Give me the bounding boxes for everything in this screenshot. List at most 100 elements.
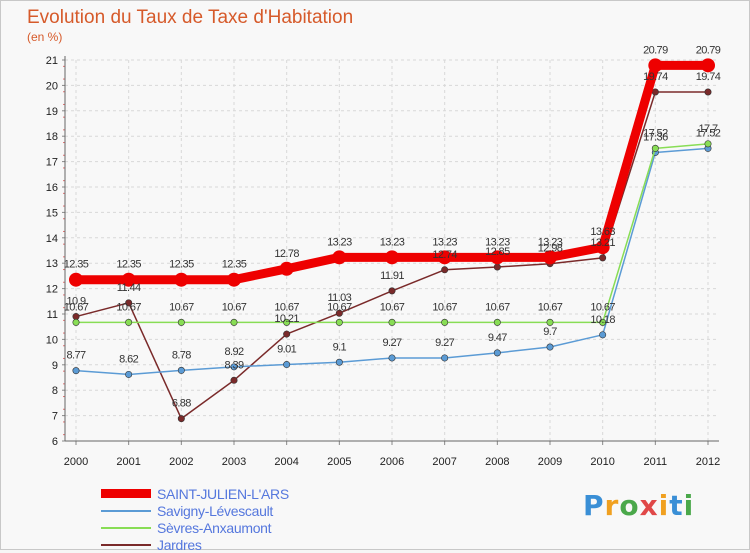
x-tick-label: 2005	[327, 456, 351, 468]
data-point	[441, 266, 449, 274]
data-point	[332, 250, 347, 265]
data-point	[651, 144, 659, 152]
data-label: 6.88	[172, 398, 191, 410]
logo-letter: i	[658, 489, 670, 522]
data-label: 8.78	[172, 349, 191, 361]
logo-letter: P	[583, 489, 605, 522]
data-point	[385, 250, 399, 265]
data-label: 10.21	[274, 313, 299, 325]
proxiti-logo: Proxiti	[583, 489, 694, 522]
data-point	[388, 354, 396, 362]
data-label: 9.27	[435, 337, 454, 349]
y-tick-label: 17	[46, 157, 58, 169]
data-label: 12.78	[274, 248, 299, 260]
data-label: 10.67	[485, 301, 510, 313]
y-axis-unit: (en %)	[27, 30, 63, 44]
legend-label: Savigny-Lévescault	[157, 502, 273, 519]
data-label: 9.7	[543, 326, 557, 338]
data-label: 10.67	[538, 301, 563, 313]
data-label: 17.52	[643, 127, 668, 139]
data-label: 12.35	[169, 259, 194, 271]
y-tick-label: 18	[46, 131, 58, 143]
data-point	[177, 415, 185, 423]
data-label: 20.79	[643, 44, 668, 56]
x-tick-label: 2012	[696, 456, 720, 468]
y-tick-label: 12	[46, 284, 58, 296]
data-point	[493, 349, 501, 357]
data-point	[230, 363, 238, 371]
data-point	[177, 318, 185, 326]
y-tick-label: 13	[46, 258, 58, 270]
data-label: 10.67	[590, 301, 615, 313]
data-label: 12.85	[485, 246, 510, 258]
data-label: 19.74	[643, 71, 668, 83]
data-label: 17.7	[698, 123, 717, 135]
data-label: 13.23	[327, 236, 352, 248]
data-label: 10.67	[222, 301, 247, 313]
legend-label: Sèvres-Anxaumont	[157, 519, 272, 536]
data-label: 8.92	[224, 346, 243, 358]
data-point	[546, 343, 554, 351]
data-label: 10.67	[327, 301, 352, 313]
logo-letter: r	[604, 489, 620, 522]
data-label: 11.03	[327, 292, 351, 304]
data-point	[651, 88, 659, 96]
data-label: 11.91	[380, 270, 404, 282]
data-label: 10.9	[66, 296, 85, 308]
logo-letter: i	[683, 489, 695, 522]
y-tick-label: 8	[52, 385, 58, 397]
y-tick-label: 20	[46, 80, 58, 92]
data-label: 8.62	[119, 353, 138, 365]
data-point	[230, 376, 238, 384]
data-label: 17.36	[643, 131, 668, 143]
y-tick-label: 10	[46, 334, 58, 346]
y-tick-label: 6	[52, 436, 58, 448]
data-point	[279, 261, 294, 276]
data-label: 9.1	[333, 341, 347, 353]
legend-swatch	[101, 526, 151, 529]
legend-label: SAINT-JULIEN-L'ARS	[157, 485, 289, 502]
data-label: 13.21	[590, 237, 615, 249]
data-point	[599, 318, 607, 326]
y-tick-label: 9	[52, 360, 58, 372]
data-label: 13.23	[485, 236, 510, 248]
legend-item-saint-julien: SAINT-JULIEN-L'ARS	[101, 485, 289, 502]
y-tick-label: 11	[47, 309, 58, 321]
data-point	[125, 299, 133, 307]
y-tick-label: 16	[46, 182, 58, 194]
data-label: 9.47	[488, 332, 507, 344]
x-tick-label: 2010	[590, 456, 614, 468]
x-tick-label: 2002	[169, 456, 193, 468]
legend: SAINT-JULIEN-L'ARS Savigny-Lévescault Sè…	[101, 485, 289, 553]
logo-letter: o	[619, 489, 640, 522]
x-tick-label: 2004	[274, 456, 298, 468]
legend-label: Jardres	[157, 536, 202, 553]
x-tick-label: 2000	[64, 456, 88, 468]
data-label: 9.01	[277, 344, 296, 356]
y-tick-label: 15	[46, 207, 58, 219]
data-point	[490, 250, 505, 265]
data-point	[174, 272, 189, 287]
data-point	[230, 318, 238, 326]
y-tick-label: 7	[52, 411, 58, 423]
data-label: 20.79	[696, 44, 721, 56]
data-label: 17.52	[696, 127, 721, 139]
data-label: 12.98	[538, 243, 563, 255]
data-label: 12.74	[432, 249, 457, 261]
data-label: 9.27	[382, 337, 401, 349]
data-label: 10.67	[116, 301, 141, 313]
data-label: 8.77	[66, 350, 85, 362]
x-tick-label: 2001	[116, 456, 140, 468]
data-point	[283, 318, 291, 326]
data-label: 10.67	[169, 301, 194, 313]
data-point	[599, 254, 607, 262]
data-point	[283, 330, 291, 338]
data-label: 13.23	[380, 236, 405, 248]
y-tick-label: 14	[46, 233, 58, 245]
x-tick-label: 2008	[485, 456, 509, 468]
data-label: 19.74	[696, 71, 721, 83]
data-point	[227, 272, 241, 287]
data-point	[121, 272, 136, 287]
